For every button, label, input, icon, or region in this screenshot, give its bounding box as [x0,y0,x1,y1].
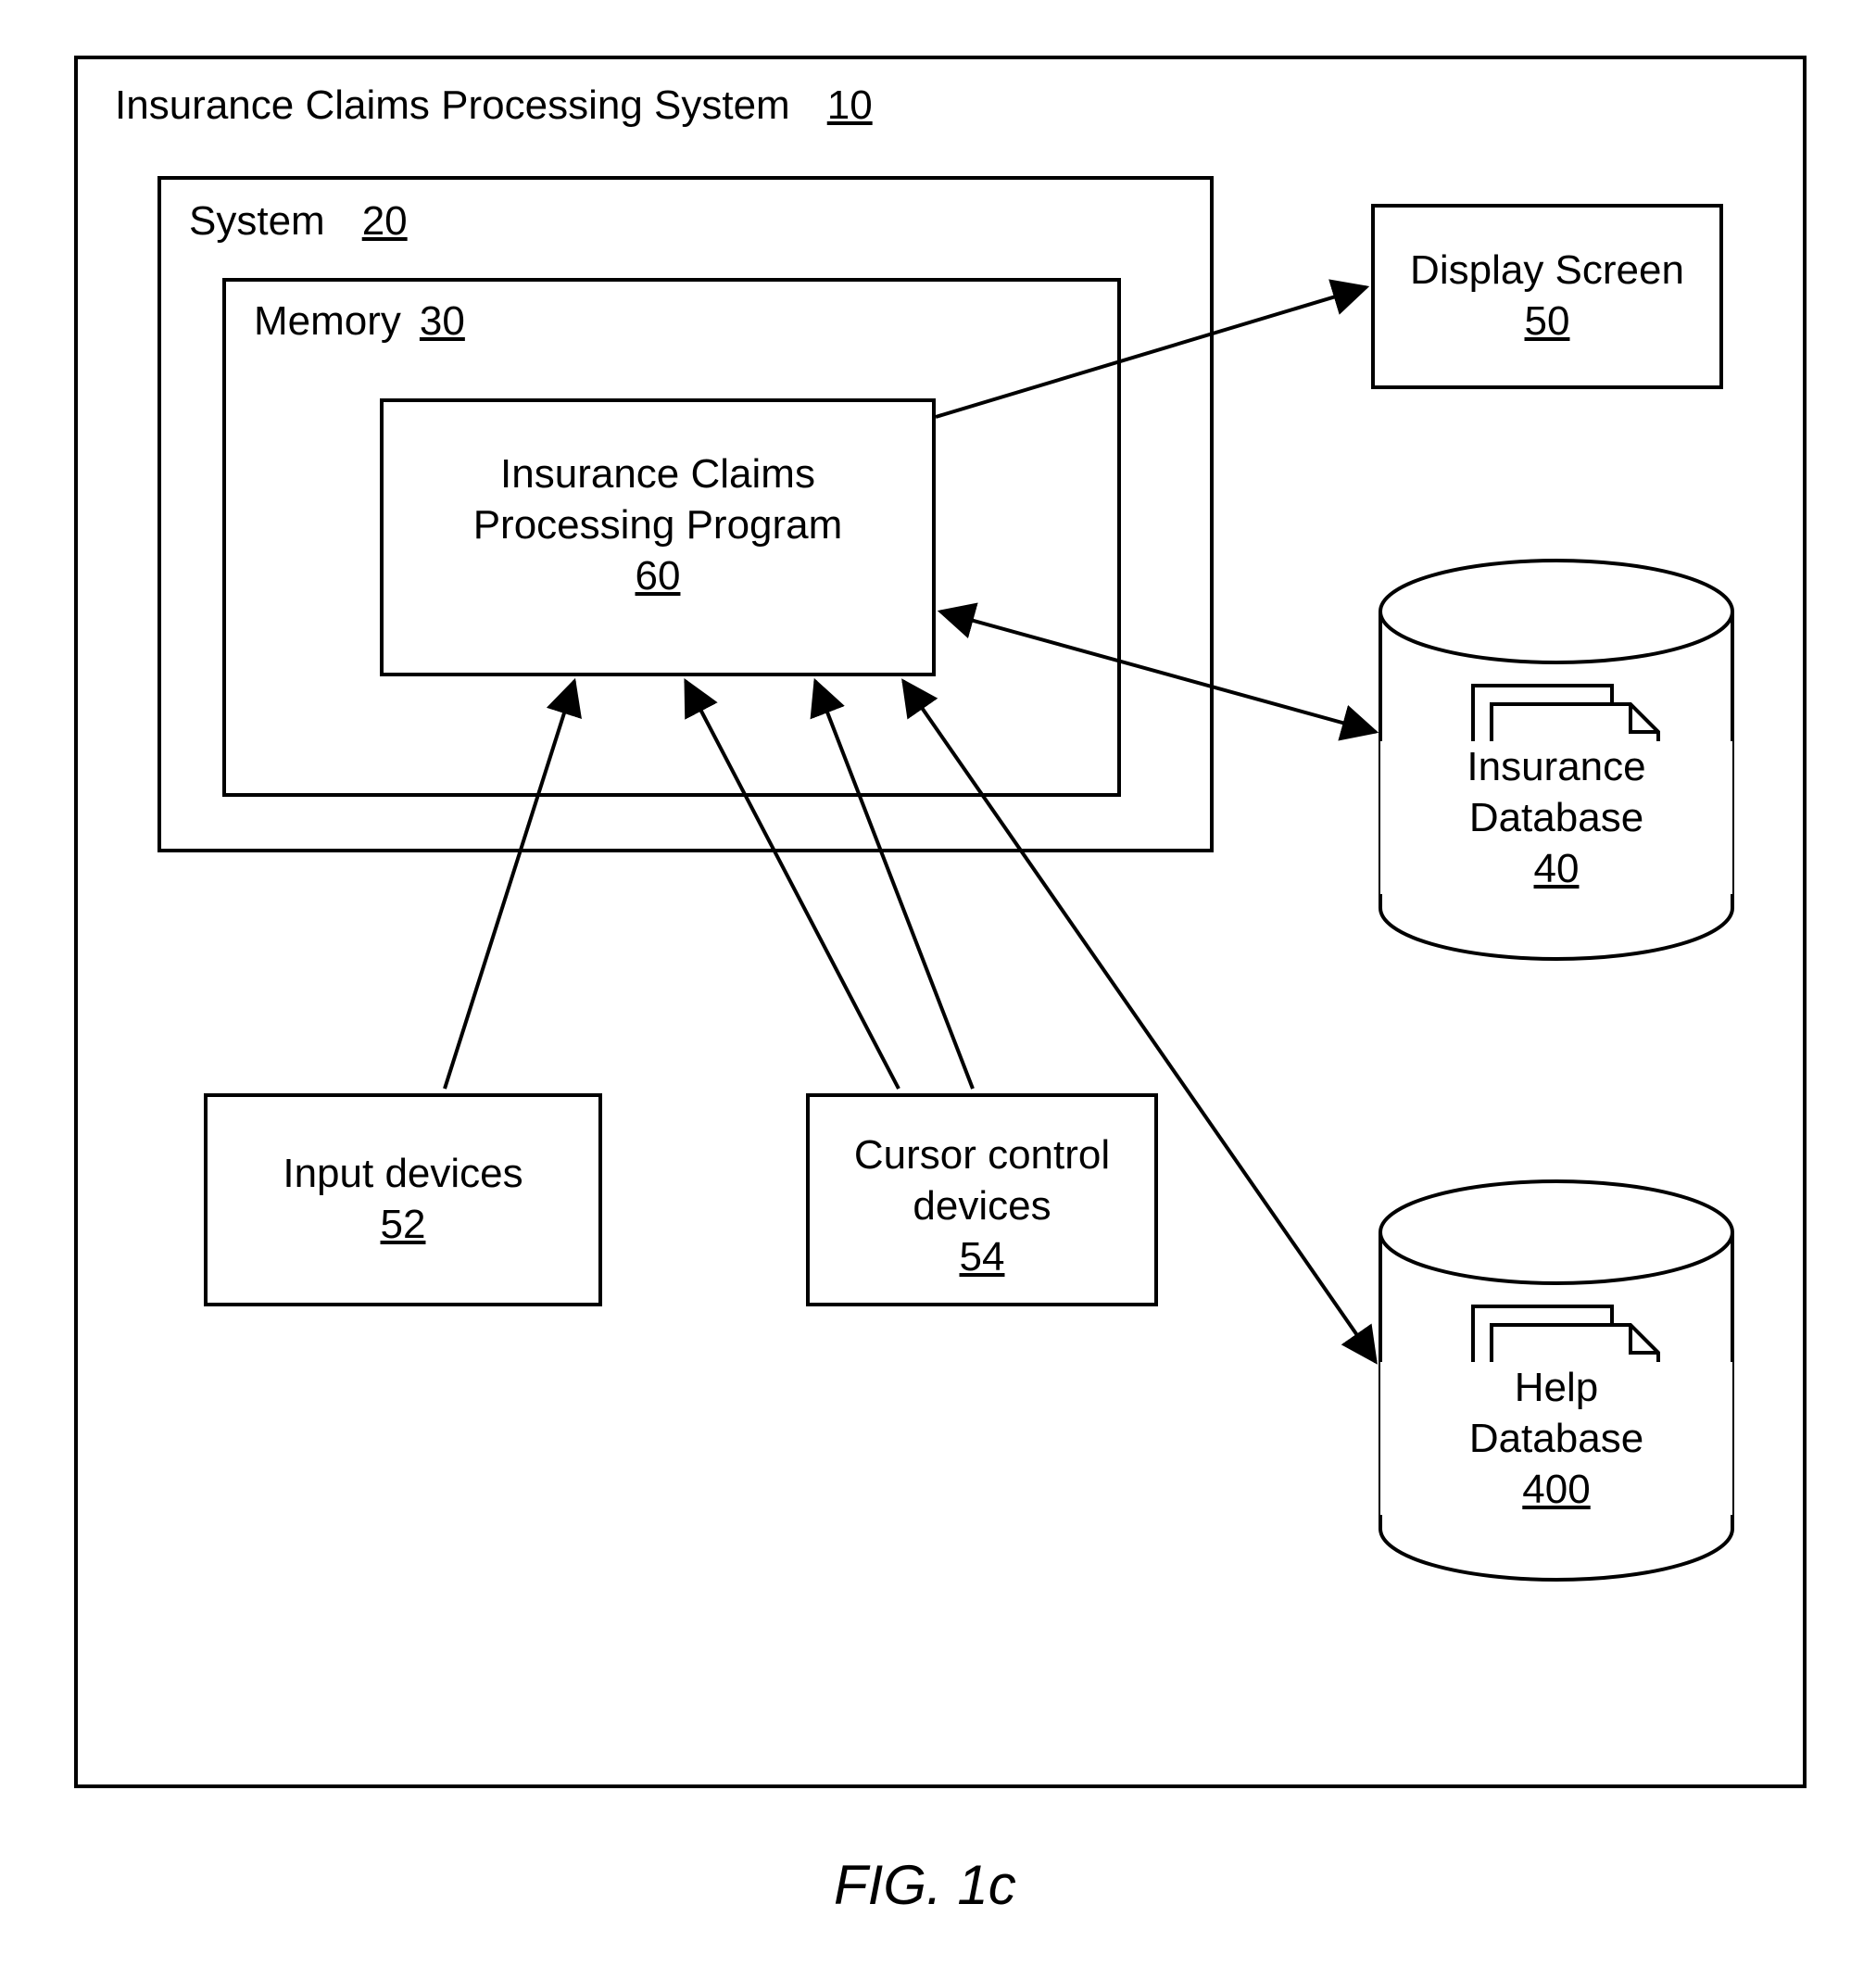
input-label: Input devices 52 [208,1148,598,1250]
cursor-title-line1: Cursor control [810,1129,1154,1180]
program-ref: 60 [636,553,681,599]
input-ref: 52 [381,1202,426,1247]
display-label: Display Screen 50 [1375,245,1719,347]
cursor-ref: 54 [960,1234,1005,1280]
program-label: Insurance Claims Processing Program 60 [384,448,932,601]
figure-caption: FIG. 1c [834,1853,1016,1917]
db2-label: Help Database 400 [1380,1362,1732,1515]
outer-title: Insurance Claims Processing System [115,82,790,129]
system-title: System [189,198,325,245]
db2-title-line1: Help [1380,1362,1732,1413]
input-box: Input devices 52 [204,1093,602,1306]
db1-ref: 40 [1534,846,1580,891]
cursor-label: Cursor control devices 54 [810,1129,1154,1282]
outer-box-label: Insurance Claims Processing System 10 [115,82,873,129]
memory-title: Memory [254,298,401,345]
outer-ref: 10 [827,82,873,129]
system-ref: 20 [362,198,408,245]
display-box: Display Screen 50 [1371,204,1723,389]
db2-title-line2: Database [1380,1413,1732,1464]
program-title-line1: Insurance Claims [384,448,932,499]
program-box: Insurance Claims Processing Program 60 [380,398,936,676]
display-ref: 50 [1525,298,1570,344]
system-box-label: System 20 [189,198,408,245]
db1-label: Insurance Database 40 [1380,741,1732,894]
memory-box-label: Memory 30 [254,298,465,345]
db1-title-line1: Insurance [1380,741,1732,792]
cursor-box: Cursor control devices 54 [806,1093,1158,1306]
program-title-line2: Processing Program [384,499,932,550]
db2-ref: 400 [1522,1467,1590,1512]
input-title: Input devices [208,1148,598,1199]
db1-title-line2: Database [1380,792,1732,843]
display-title: Display Screen [1375,245,1719,296]
memory-ref: 30 [420,298,465,345]
cursor-title-line2: devices [810,1180,1154,1231]
